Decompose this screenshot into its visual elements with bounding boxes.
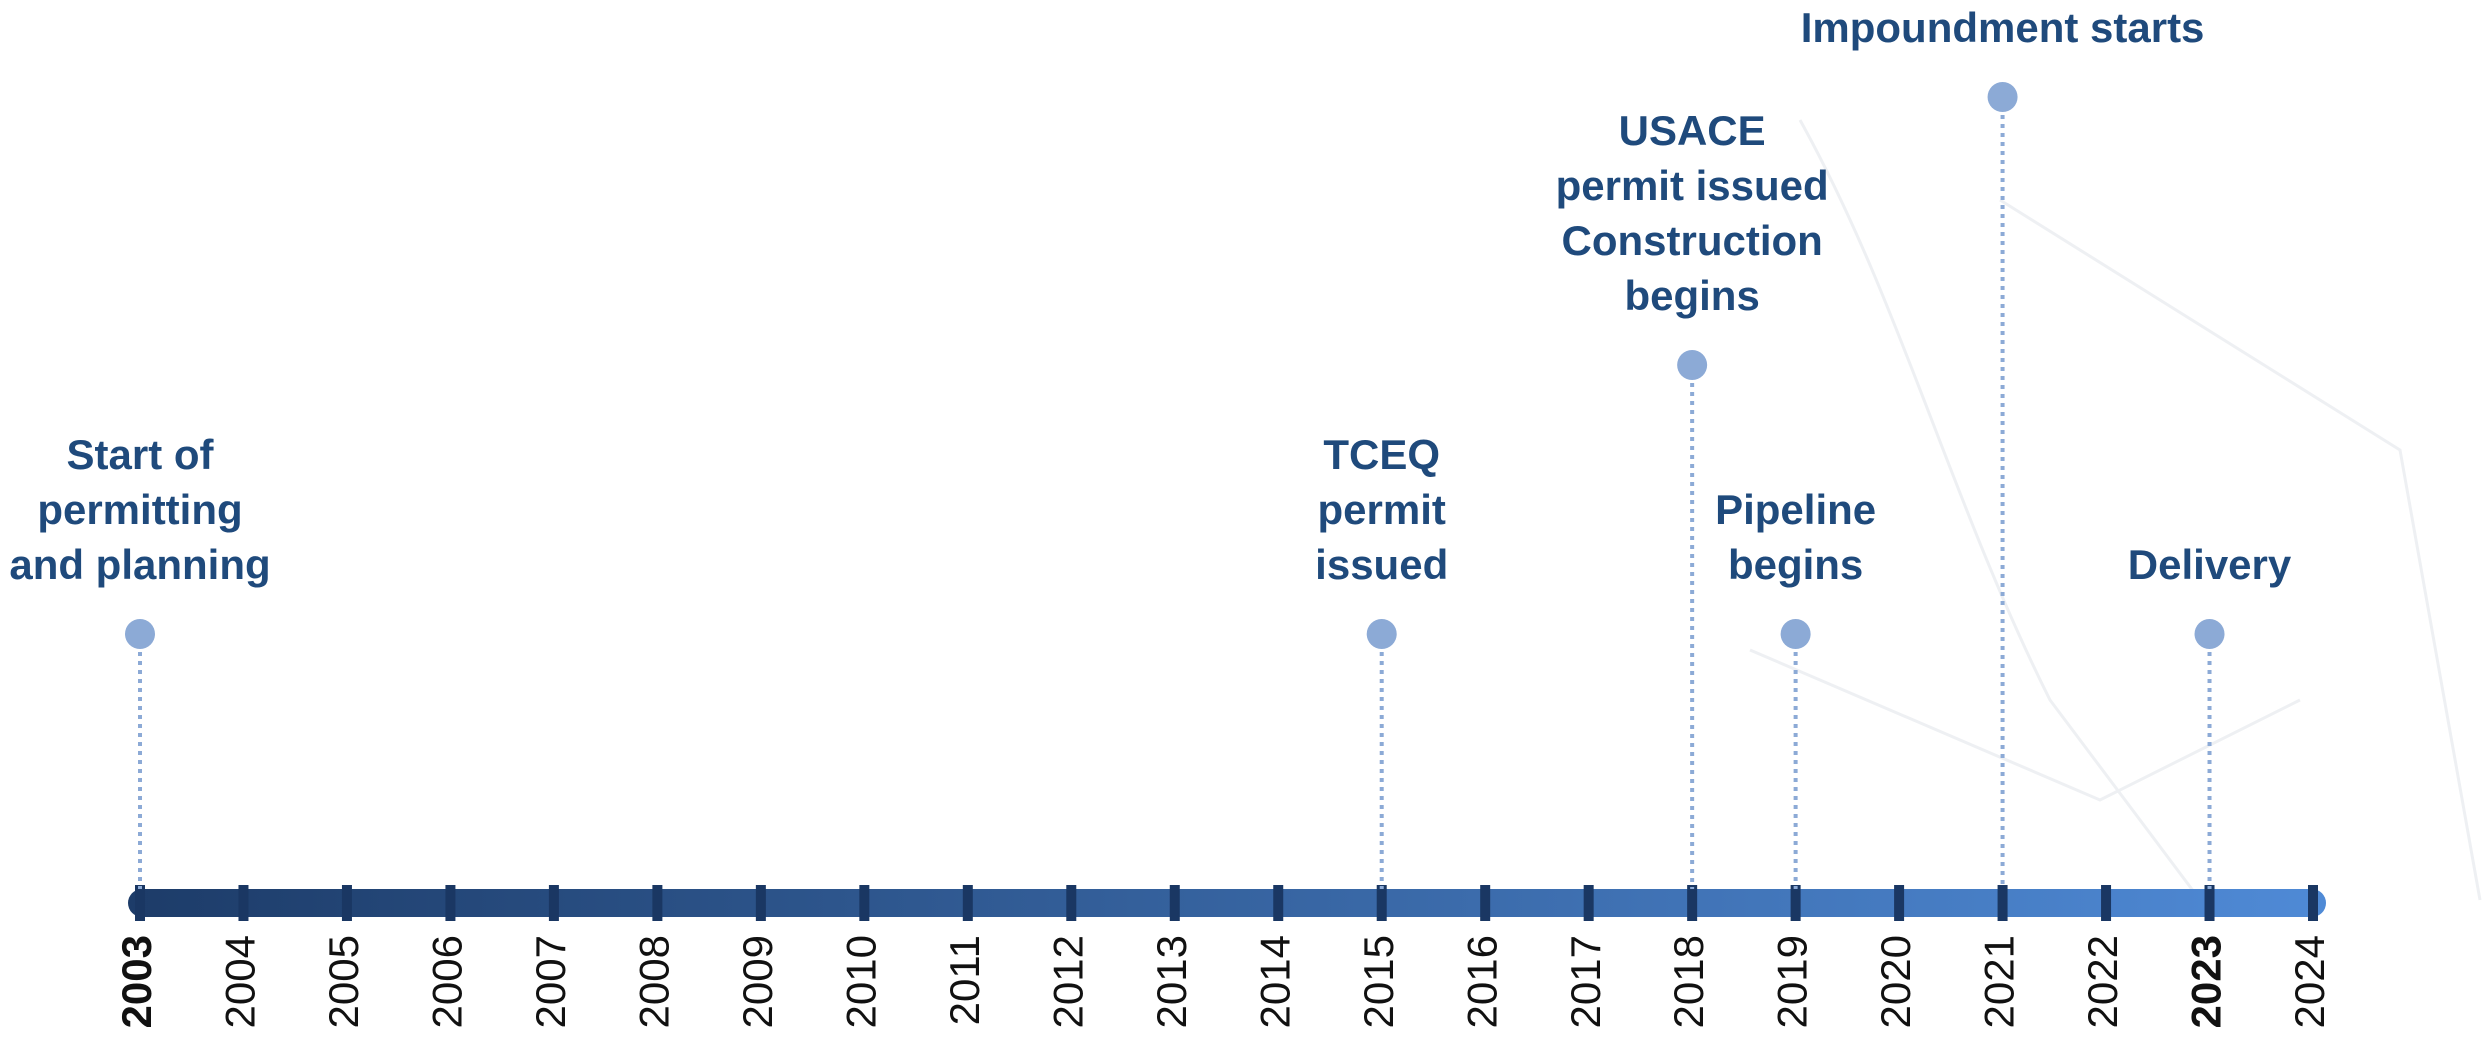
event-label: USACE	[1619, 107, 1766, 154]
event-label: permitting	[37, 486, 242, 533]
event-label: Delivery	[2128, 541, 2292, 588]
event-label: permit	[1318, 486, 1446, 533]
year-label: 2016	[1458, 935, 1505, 1028]
event-label: Impoundment starts	[1801, 4, 2205, 51]
year-tick	[341, 885, 352, 921]
year-label: 2020	[1872, 935, 1919, 1028]
year-tick	[2204, 885, 2215, 921]
event-label: begins	[1728, 541, 1863, 588]
event-dot	[1677, 350, 1708, 380]
map-backdrop	[1749, 119, 2482, 901]
year-label: 2009	[734, 935, 781, 1028]
axis-bar	[128, 889, 2326, 917]
year-tick	[962, 885, 973, 921]
event-label: Construction	[1561, 217, 1822, 264]
event-label: begins	[1624, 272, 1759, 319]
year-tick	[1273, 885, 1284, 921]
year-label: 2008	[630, 935, 677, 1028]
event-dot	[1780, 619, 1811, 649]
year-tick	[548, 885, 559, 921]
event-dot	[2194, 619, 2225, 649]
year-tick	[1376, 885, 1387, 921]
event-label: Start of	[67, 431, 215, 478]
year-tick	[859, 885, 870, 921]
event-label: issued	[1315, 541, 1448, 588]
year-tick	[238, 885, 249, 921]
year-tick	[1169, 885, 1180, 921]
year-tick	[1066, 885, 1077, 921]
year-tick	[1583, 885, 1594, 921]
year-tick	[2101, 885, 2112, 921]
event-label: Pipeline	[1715, 486, 1876, 533]
year-tick	[1687, 885, 1698, 921]
year-tick	[1480, 885, 1491, 921]
event-label: and planning	[9, 541, 270, 588]
year-tick	[2308, 885, 2318, 921]
year-tick	[445, 885, 456, 921]
year-label: 2015	[1355, 935, 1402, 1028]
year-tick	[1790, 885, 1801, 921]
year-label: 2022	[2079, 935, 2126, 1028]
year-label: 2011	[941, 935, 988, 1025]
year-label: 2013	[1148, 935, 1195, 1028]
year-label: 2003	[113, 935, 160, 1028]
year-label: 2005	[320, 935, 367, 1028]
year-label: 2004	[217, 935, 264, 1028]
year-label: 2018	[1665, 935, 1712, 1028]
year-label: 2019	[1769, 935, 1816, 1028]
year-tick	[755, 885, 766, 921]
year-label: 2021	[1976, 935, 2023, 1028]
year-label: 2017	[1562, 935, 1609, 1028]
year-label: 2010	[837, 935, 884, 1028]
year-label: 2006	[424, 935, 471, 1028]
year-tick	[1997, 885, 2008, 921]
year-label: 2007	[527, 935, 574, 1028]
event-dot	[1366, 619, 1397, 649]
event-dot	[125, 619, 155, 649]
year-label: 2012	[1044, 935, 1091, 1028]
year-tick	[652, 885, 663, 921]
year-label: 2023	[2183, 935, 2230, 1028]
year-tick	[1894, 885, 1905, 921]
year-label: 2014	[1251, 935, 1298, 1028]
event-dot	[1987, 82, 2018, 112]
event-label: permit issued	[1556, 162, 1829, 209]
event-label: TCEQ	[1323, 431, 1440, 478]
year-tick	[135, 885, 145, 921]
year-label: 2024	[2286, 935, 2333, 1028]
